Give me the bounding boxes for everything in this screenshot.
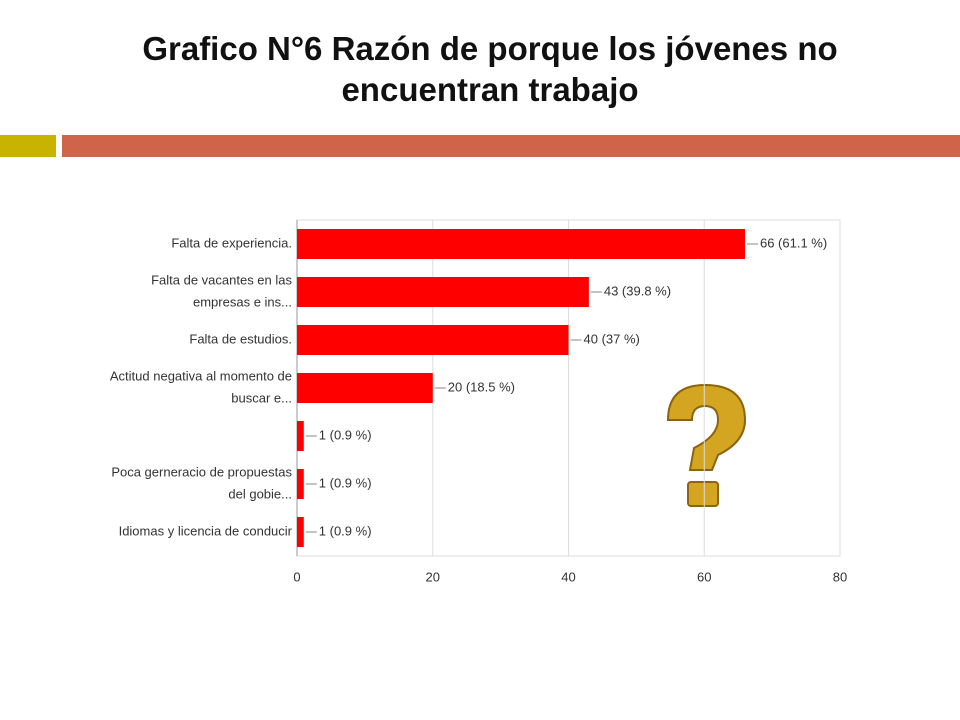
x-tick-label: 40 bbox=[561, 569, 575, 584]
y-tick-label: Poca gerneracio de propuestas bbox=[111, 464, 292, 479]
bar bbox=[297, 277, 589, 307]
accent-bar bbox=[62, 135, 960, 157]
y-tick-label: Actitud negativa al momento de bbox=[110, 368, 292, 383]
value-label: 20 (18.5 %) bbox=[448, 379, 515, 394]
bar bbox=[297, 325, 569, 355]
value-label: 1 (0.9 %) bbox=[319, 475, 372, 490]
question-mark-image bbox=[666, 383, 747, 507]
x-tick-label: 20 bbox=[426, 569, 440, 584]
y-tick-label: Falta de experiencia. bbox=[171, 235, 292, 250]
bar bbox=[297, 517, 304, 547]
bar bbox=[297, 421, 304, 451]
bar bbox=[297, 229, 745, 259]
y-tick-label: buscar e... bbox=[231, 390, 292, 405]
accent-square bbox=[0, 135, 56, 157]
x-tick-label: 60 bbox=[697, 569, 711, 584]
y-tick-label: empresas e ins... bbox=[193, 294, 292, 309]
bar bbox=[297, 469, 304, 499]
value-label: 40 (37 %) bbox=[584, 331, 640, 346]
value-label: 1 (0.9 %) bbox=[319, 523, 372, 538]
x-tick-label: 0 bbox=[293, 569, 300, 584]
slide-title: Grafico N°6 Razón de porque los jóvenes … bbox=[142, 30, 838, 109]
y-tick-label: Falta de vacantes en las bbox=[151, 272, 292, 287]
value-label: 66 (61.1 %) bbox=[760, 235, 827, 250]
y-tick-label: del gobie... bbox=[228, 486, 292, 501]
x-tick-label: 80 bbox=[833, 569, 847, 584]
value-label: 1 (0.9 %) bbox=[319, 427, 372, 442]
value-label: 43 (39.8 %) bbox=[604, 283, 671, 298]
bar bbox=[297, 373, 433, 403]
y-tick-label: Idiomas y licencia de conducir bbox=[119, 523, 293, 538]
y-tick-label: Falta de estudios. bbox=[189, 331, 292, 346]
